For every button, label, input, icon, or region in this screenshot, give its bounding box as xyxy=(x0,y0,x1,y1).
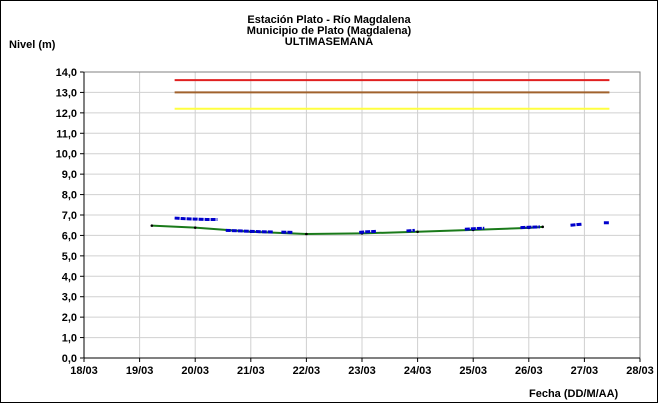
trend-series-point xyxy=(541,225,544,229)
x-tick-label: 20/03 xyxy=(181,365,209,377)
y-tick-label: 8,0 xyxy=(62,190,77,202)
y-tick-label: 7,0 xyxy=(62,210,77,222)
y-tick-label: 14,0 xyxy=(56,67,77,79)
y-tick-label: 3,0 xyxy=(62,292,77,304)
level-series-segment xyxy=(406,228,415,233)
level-series-segment xyxy=(174,216,218,221)
level-series-segment xyxy=(464,226,485,231)
y-tick-label: 11,0 xyxy=(56,128,77,140)
level-series-segment xyxy=(225,228,274,234)
y-tick-label: 6,0 xyxy=(62,230,77,242)
x-tick-label: 25/03 xyxy=(459,365,487,377)
level-series-segment xyxy=(570,222,582,227)
chart-title-line-3: ULTIMASEMANA xyxy=(284,36,374,48)
x-tick-label: 28/03 xyxy=(626,365,654,377)
x-tick-label: 26/03 xyxy=(515,365,543,377)
level-series-segment xyxy=(359,229,376,234)
y-tick-label: 2,0 xyxy=(62,312,77,324)
y-tick-label: 4,0 xyxy=(62,271,77,283)
trend-series-point xyxy=(150,224,154,227)
y-tick-label: 0,0 xyxy=(62,353,77,365)
x-axis-label: Fecha (DD/M/AA) xyxy=(529,388,619,400)
x-tick-label: 22/03 xyxy=(293,365,321,377)
trend-series-point xyxy=(193,226,197,229)
trend-series-point xyxy=(305,232,308,236)
x-tick-label: 21/03 xyxy=(237,365,265,377)
x-tick-label: 19/03 xyxy=(126,365,154,377)
y-tick-label: 9,0 xyxy=(62,169,77,181)
y-tick-label: 5,0 xyxy=(62,251,77,263)
chart-title-line-1: Estación Plato - Río Magdalena xyxy=(247,14,411,26)
x-tick-label: 18/03 xyxy=(70,365,98,377)
y-tick-label: 10,0 xyxy=(56,149,77,161)
y-tick-label: 13,0 xyxy=(56,87,77,99)
y-axis-label: Nivel (m) xyxy=(9,39,56,51)
x-tick-label: 27/03 xyxy=(571,365,599,377)
level-series-segment xyxy=(520,225,540,230)
y-tick-label: 1,0 xyxy=(62,333,77,345)
chart-title-line-2: Municipio de Plato (Magdalena) xyxy=(246,25,412,37)
x-tick-label: 24/03 xyxy=(404,365,432,377)
x-tick-label: 23/03 xyxy=(348,365,376,377)
trend-series-point xyxy=(416,230,419,234)
y-tick-label: 12,0 xyxy=(56,108,77,120)
